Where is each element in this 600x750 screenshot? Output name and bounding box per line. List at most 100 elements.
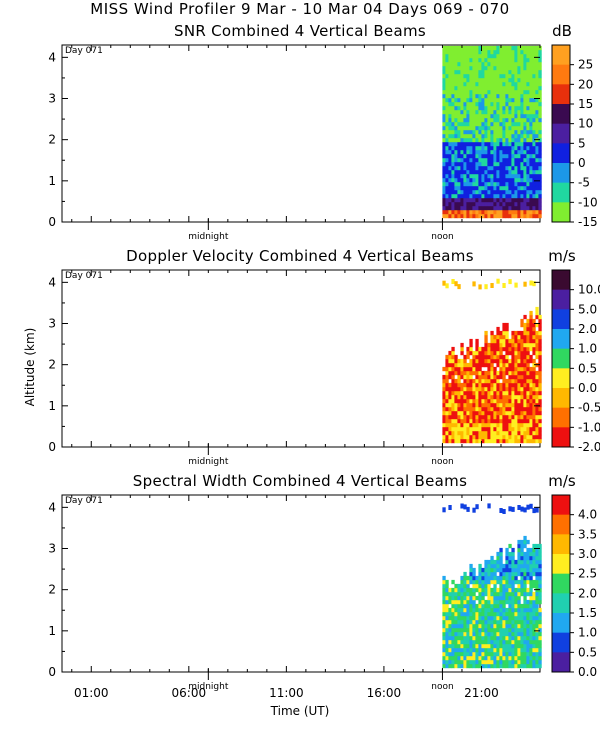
data-cell	[520, 547, 524, 553]
data-cell	[469, 406, 473, 412]
data-cell	[481, 619, 485, 625]
data-cell	[538, 366, 542, 372]
data-cell	[505, 113, 509, 119]
data-cell	[514, 434, 518, 440]
data-cell	[535, 113, 539, 119]
data-cell	[502, 197, 506, 203]
data-cell	[493, 651, 497, 657]
data-cell	[451, 651, 455, 657]
data-cell	[466, 85, 470, 91]
data-cell	[505, 334, 509, 340]
colorbar-swatch	[552, 163, 570, 184]
data-cell	[502, 639, 506, 645]
data-cell	[499, 410, 503, 416]
data-cell	[508, 655, 512, 661]
data-cell	[514, 177, 518, 183]
data-cell	[469, 639, 473, 645]
data-cell	[514, 77, 518, 83]
data-cell	[457, 53, 461, 59]
data-cell	[505, 406, 509, 412]
data-cell	[442, 65, 446, 71]
data-cell	[466, 185, 470, 191]
data-cell	[517, 627, 521, 633]
data-cell	[466, 125, 470, 131]
data-cell	[499, 422, 503, 428]
colorbar-swatch	[552, 123, 570, 144]
data-cell	[481, 145, 485, 151]
data-cell	[487, 406, 491, 412]
data-cell	[526, 547, 530, 553]
colorbar-label: 1.0	[578, 626, 597, 640]
data-cell	[472, 354, 476, 360]
data-cell	[499, 370, 503, 376]
data-cell	[457, 647, 461, 653]
data-cell	[466, 430, 470, 436]
data-cell	[502, 85, 506, 91]
data-cell	[466, 631, 470, 637]
data-cell	[448, 410, 452, 416]
data-cell	[502, 185, 506, 191]
data-cell	[517, 125, 521, 131]
data-cell	[490, 73, 494, 79]
data-cell	[529, 390, 533, 396]
data-cell	[472, 639, 476, 645]
y-tick-label: 0	[48, 440, 56, 454]
data-cell	[499, 631, 503, 637]
data-cell	[484, 422, 488, 428]
data-cell	[538, 109, 542, 115]
data-cell	[517, 394, 521, 400]
data-cell	[472, 571, 476, 577]
data-cell	[478, 189, 482, 195]
colorbar-label: -1.0	[578, 420, 600, 434]
data-cell	[505, 173, 509, 179]
data-cell	[526, 370, 530, 376]
data-cell	[481, 105, 485, 111]
data-cell	[526, 49, 530, 55]
data-cell	[532, 169, 536, 175]
data-cell	[535, 157, 539, 163]
data-cell	[502, 145, 506, 151]
data-cell	[538, 627, 542, 633]
data-cell	[514, 615, 518, 621]
data-cell	[493, 157, 497, 163]
data-cell	[460, 45, 464, 51]
data-cell	[514, 410, 518, 416]
data-cell	[511, 506, 515, 512]
data-cell	[457, 69, 461, 75]
data-cell	[466, 173, 470, 179]
data-cell	[484, 358, 488, 364]
data-cell	[469, 133, 473, 139]
data-cell	[460, 169, 464, 175]
data-cell	[526, 414, 530, 420]
data-cell	[514, 659, 518, 665]
data-cell	[508, 53, 512, 59]
data-cell	[466, 65, 470, 71]
data-cell	[526, 350, 530, 356]
data-cell	[496, 145, 500, 151]
data-cell	[478, 571, 482, 577]
data-cell	[460, 410, 464, 416]
data-cell	[517, 85, 521, 91]
data-cell	[535, 165, 539, 171]
data-cell	[493, 382, 497, 388]
data-cell	[466, 366, 470, 372]
data-cell	[532, 655, 536, 661]
data-cell	[490, 354, 494, 360]
data-cell	[484, 406, 488, 412]
colorbar-label: -15	[578, 215, 598, 229]
data-cell	[478, 639, 482, 645]
x-axis-label: Time (UT)	[270, 704, 330, 718]
data-cell	[523, 213, 527, 219]
data-cell	[487, 49, 491, 55]
data-cell	[457, 426, 461, 432]
data-cell	[532, 623, 536, 629]
data-cell	[535, 567, 539, 573]
data-cell	[490, 366, 494, 372]
data-cell	[505, 189, 509, 195]
data-cell	[484, 438, 488, 444]
data-cell	[511, 655, 515, 661]
data-cell	[526, 567, 530, 573]
data-cell	[499, 213, 503, 219]
data-cell	[448, 591, 452, 597]
data-cell	[445, 189, 449, 195]
